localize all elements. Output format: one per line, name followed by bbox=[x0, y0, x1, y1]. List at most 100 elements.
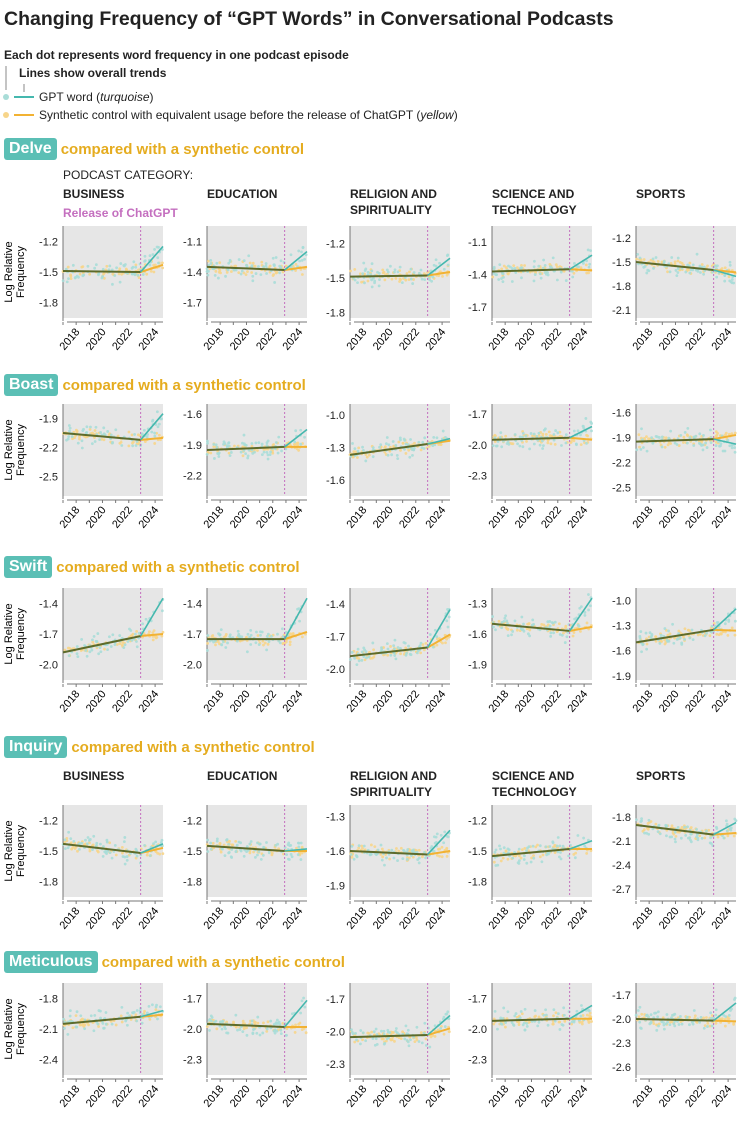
y-tick-label: ‑1.7 bbox=[326, 632, 345, 644]
data-point bbox=[647, 818, 651, 822]
data-point bbox=[709, 836, 713, 840]
data-point bbox=[385, 642, 389, 646]
data-point bbox=[688, 271, 692, 275]
x-tick-label: 2024 bbox=[136, 504, 161, 530]
y-tick-label: ‑2.0 bbox=[468, 1024, 487, 1036]
data-point bbox=[508, 265, 512, 269]
data-point bbox=[289, 632, 293, 636]
data-point bbox=[246, 454, 250, 458]
control-trend bbox=[140, 633, 164, 638]
data-point bbox=[441, 641, 444, 645]
data-point bbox=[521, 628, 525, 631]
data-point bbox=[533, 259, 536, 263]
y-tick-label: ‑1.4 bbox=[326, 599, 345, 611]
data-point bbox=[406, 1028, 410, 1032]
data-point bbox=[725, 829, 729, 833]
data-point bbox=[227, 444, 231, 448]
data-point bbox=[559, 851, 562, 854]
data-point bbox=[705, 631, 708, 635]
data-point bbox=[512, 264, 516, 268]
data-point bbox=[638, 1020, 642, 1024]
data-point bbox=[394, 657, 398, 661]
data-point bbox=[238, 1028, 242, 1031]
data-point bbox=[370, 262, 374, 266]
data-point bbox=[97, 1025, 100, 1028]
word-badge: Delve bbox=[4, 138, 57, 160]
data-point bbox=[370, 278, 374, 282]
y-tick-label: ‑1.6 bbox=[326, 475, 345, 487]
data-point bbox=[705, 1016, 708, 1019]
gpt-trend bbox=[427, 437, 451, 445]
data-point bbox=[688, 261, 692, 265]
data-point bbox=[265, 648, 269, 652]
data-point bbox=[546, 1023, 550, 1027]
data-point bbox=[411, 850, 415, 854]
data-point bbox=[386, 270, 390, 274]
control-trend bbox=[284, 631, 308, 641]
data-point bbox=[370, 1030, 374, 1034]
data-point bbox=[589, 420, 593, 424]
category-label: SCIENCE AND TECHNOLOGY bbox=[492, 187, 577, 217]
y-tick-label: ‑2.1 bbox=[39, 1024, 58, 1036]
data-point bbox=[276, 632, 279, 636]
data-point bbox=[360, 650, 364, 654]
data-point bbox=[257, 265, 260, 268]
data-point bbox=[726, 1017, 730, 1021]
data-point bbox=[230, 843, 234, 847]
y-tick-label: ‑2.7 bbox=[612, 884, 631, 896]
data-point bbox=[709, 842, 713, 845]
data-point bbox=[639, 1027, 643, 1030]
panel-background bbox=[636, 983, 736, 1075]
data-point bbox=[583, 613, 587, 617]
data-point bbox=[497, 619, 501, 623]
data-point bbox=[431, 645, 435, 649]
data-point bbox=[131, 441, 134, 445]
data-point bbox=[271, 256, 275, 260]
data-point bbox=[573, 262, 576, 265]
data-point bbox=[520, 266, 524, 270]
data-point bbox=[589, 849, 593, 853]
x-tick-label: 2024 bbox=[565, 504, 590, 530]
data-point bbox=[281, 270, 285, 274]
x-tick-label: 2022 bbox=[397, 504, 422, 530]
x-tick-label: 2022 bbox=[683, 688, 708, 714]
data-point bbox=[153, 431, 156, 435]
data-point bbox=[405, 1038, 409, 1042]
data-point bbox=[248, 851, 252, 855]
x-tick-label: 2022 bbox=[110, 326, 135, 352]
data-point bbox=[526, 622, 530, 626]
data-point bbox=[646, 827, 650, 831]
data-point bbox=[114, 853, 118, 857]
data-point bbox=[209, 1014, 213, 1018]
data-point bbox=[398, 436, 402, 440]
data-point bbox=[706, 1025, 709, 1028]
data-point bbox=[587, 1020, 591, 1024]
data-point bbox=[304, 1031, 308, 1035]
x-tick-label: 2022 bbox=[683, 326, 708, 352]
data-point bbox=[206, 273, 210, 277]
data-point bbox=[696, 269, 700, 273]
data-point bbox=[228, 454, 232, 458]
data-point bbox=[132, 260, 136, 264]
data-point bbox=[360, 844, 364, 848]
data-point bbox=[245, 1026, 248, 1030]
data-point bbox=[69, 273, 73, 277]
data-point bbox=[259, 633, 262, 637]
data-point bbox=[109, 645, 113, 648]
data-point bbox=[265, 444, 269, 447]
data-point bbox=[673, 830, 677, 834]
category-label: SPORTS bbox=[636, 769, 686, 783]
pre-release-trend bbox=[349, 850, 428, 856]
data-point bbox=[552, 631, 555, 635]
data-point bbox=[214, 639, 217, 643]
y-tick-label: ‑1.6 bbox=[612, 407, 631, 419]
data-point bbox=[251, 1031, 255, 1035]
data-point bbox=[421, 440, 425, 444]
data-point bbox=[686, 427, 690, 430]
data-point bbox=[698, 441, 701, 445]
data-point bbox=[404, 646, 408, 650]
y-tick-label: ‑1.9 bbox=[612, 671, 631, 683]
data-point bbox=[656, 830, 660, 834]
data-point bbox=[133, 272, 137, 276]
